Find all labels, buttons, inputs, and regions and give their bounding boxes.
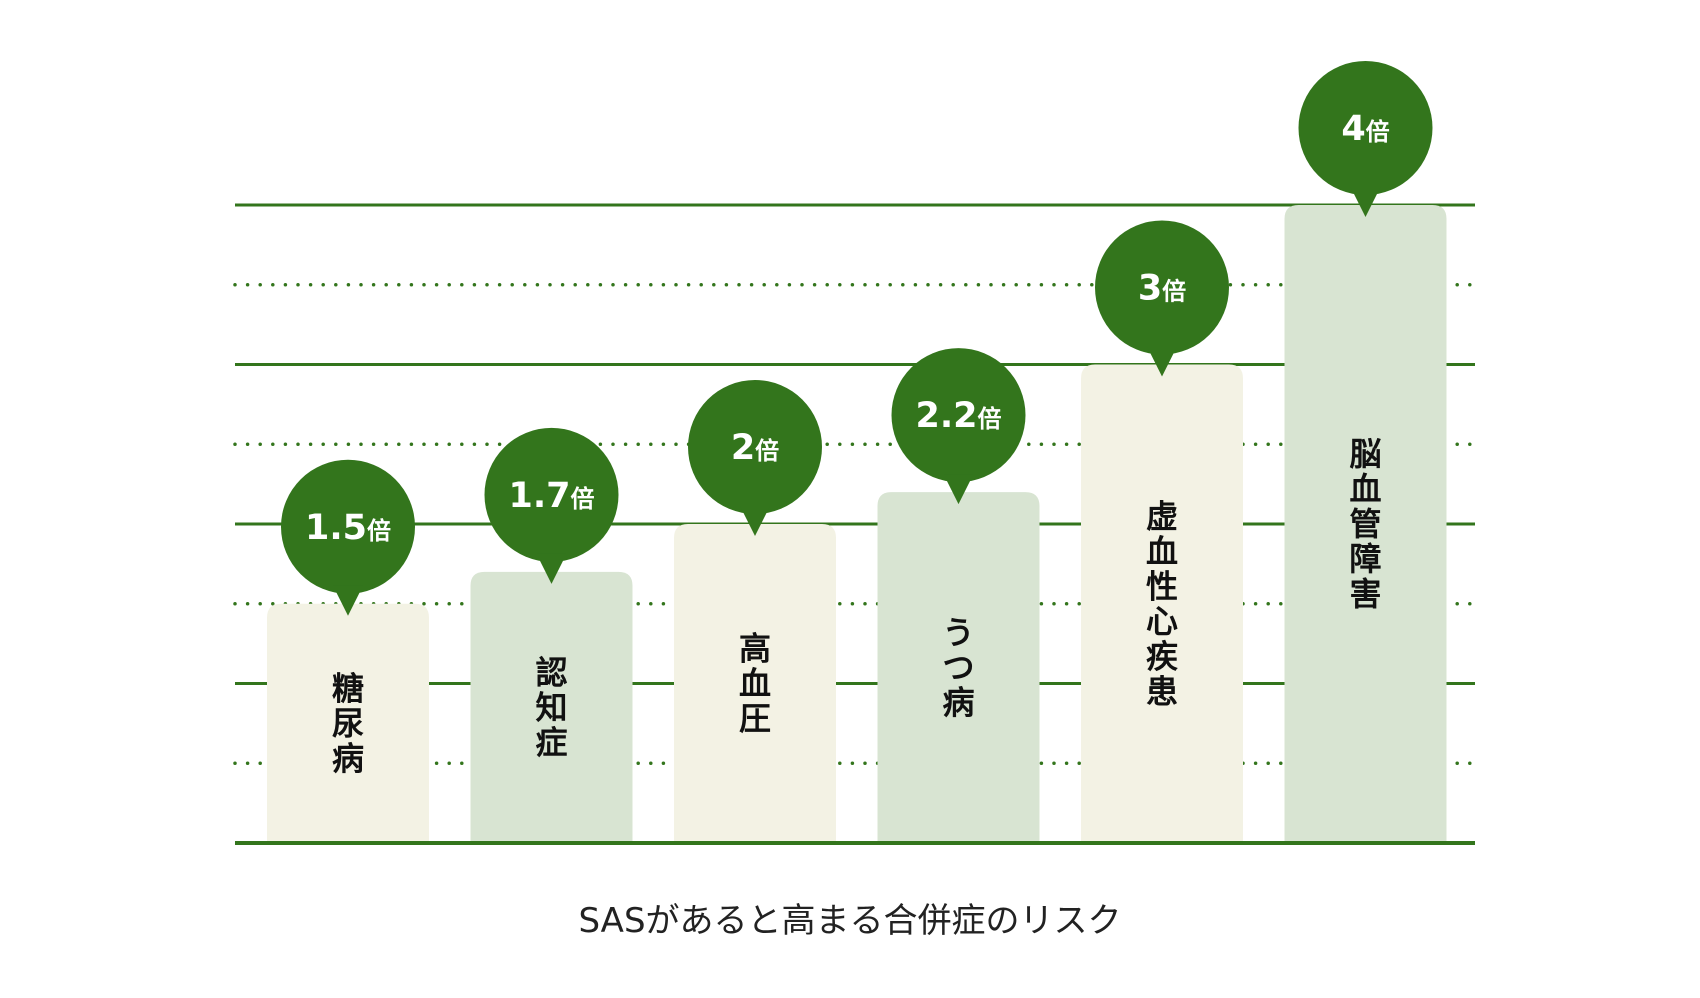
bar-category-label: 糖尿病 (332, 669, 364, 777)
bar (674, 524, 836, 843)
data-label: 3倍 (1138, 269, 1186, 309)
data-label: 4倍 (1341, 109, 1389, 149)
data-label-bubble (484, 427, 619, 562)
data-label: 2倍 (731, 428, 779, 468)
data-label-pointer (1147, 346, 1177, 377)
data-label: 1.5倍 (305, 508, 391, 548)
bar-category-label: 高血圧 (739, 630, 771, 738)
bar (877, 492, 1040, 843)
data-label-pointer (1350, 187, 1381, 217)
data-label-bubble (1095, 220, 1229, 355)
bar-category-label: 虚血性心疾患 (1146, 497, 1178, 710)
data-label: 2.2倍 (915, 396, 1001, 436)
bar (470, 571, 633, 843)
bar-group: 糖尿病 認知症 高血圧 うつ病 虚血性心疾患 脳血管障害 (267, 205, 1447, 843)
data-label-pointer (740, 506, 770, 536)
data-label-pointer (333, 585, 363, 616)
data-label-bubble (1298, 61, 1433, 195)
data-label-bubble (281, 459, 415, 594)
x-axis-label: SASがあると高まる合併症のリスク (578, 901, 1122, 941)
data-label-pointer (943, 474, 974, 505)
data-label: 1.7倍 (508, 476, 594, 516)
bar (267, 603, 429, 843)
data-label-bubble (891, 348, 1026, 483)
grid-lines (233, 203, 1477, 765)
bar (1284, 205, 1447, 843)
bar-category-label: うつ病 (942, 614, 974, 722)
bar-category-label: 認知症 (535, 653, 567, 761)
bar (1081, 364, 1243, 843)
data-label-pointer (536, 553, 567, 584)
bar-category-label: 脳血管障害 (1349, 435, 1381, 613)
data-label-group: 1.5倍 1.7倍 2倍 2.2倍 3倍 4倍 (281, 61, 1433, 616)
data-label-bubble (688, 380, 822, 514)
